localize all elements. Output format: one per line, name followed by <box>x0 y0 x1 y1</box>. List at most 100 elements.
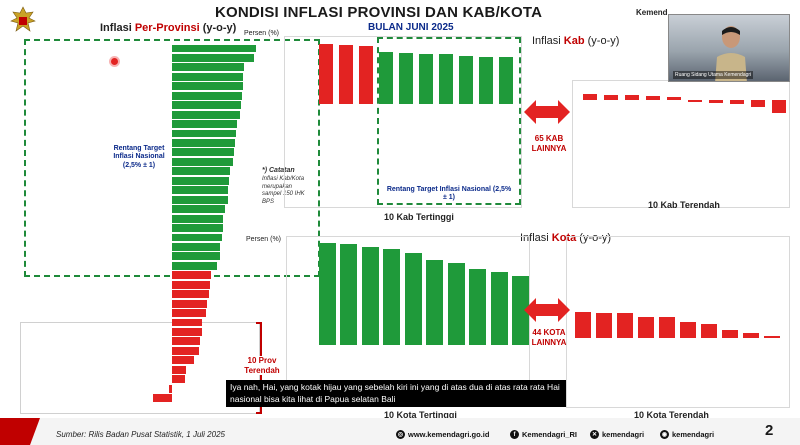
vertical-bar <box>479 56 493 104</box>
vertical-bar <box>447 263 465 345</box>
source-text: Sumber: Rilis Badan Pusat Statistik, 1 J… <box>56 430 225 439</box>
kota-title: Inflasi Kota (y-o-y) <box>520 232 612 244</box>
kab-top-label: 10 Kab Tertinggi <box>384 212 454 222</box>
vertical-bar <box>730 100 744 104</box>
prov-bar <box>169 384 172 393</box>
provinsi-low-label: 10 Prov Terendah <box>238 356 286 376</box>
prov-bar <box>172 233 222 242</box>
prov-bar <box>172 365 186 374</box>
globe-icon: ◎ <box>396 430 405 439</box>
page-number: 2 <box>765 422 774 439</box>
vertical-bar <box>361 247 379 345</box>
prov-bar <box>172 91 243 100</box>
vertical-bar <box>383 248 400 345</box>
garuda-logo <box>6 4 40 38</box>
vertical-bar <box>722 329 738 338</box>
vertical-bar <box>426 260 443 345</box>
prov-bar <box>172 129 236 138</box>
prov-bar <box>172 356 195 365</box>
instagram-icon: ◉ <box>660 430 669 439</box>
vertical-bar <box>512 276 529 345</box>
vertical-bar <box>751 100 765 107</box>
prov-bar <box>172 346 200 355</box>
prov-bar <box>172 176 229 185</box>
footer-social-instagram[interactable]: ◉ kemendagri <box>660 430 715 439</box>
prov-bar <box>172 309 206 318</box>
vertical-bar <box>667 96 681 100</box>
prov-bar <box>172 120 238 129</box>
vertical-bar <box>638 316 654 338</box>
vertical-bar <box>680 321 696 338</box>
kab-target-box <box>377 37 521 205</box>
vertical-bar <box>318 242 336 345</box>
provinsi-title: Inflasi Per-Provinsi (y-o-y) <box>100 22 237 34</box>
prov-bar <box>172 72 243 81</box>
vertical-bar <box>659 317 675 338</box>
prov-bar <box>172 101 242 110</box>
video-caption: Ruang Sidang Utama Kemendagri <box>673 71 754 79</box>
vertical-bar <box>469 269 486 345</box>
vertical-bar <box>701 323 717 338</box>
prov-bar <box>172 139 235 147</box>
vertical-bar <box>743 333 759 338</box>
vertical-bar <box>439 54 453 104</box>
prov-bar <box>172 157 234 166</box>
vertical-bar <box>688 100 702 102</box>
vertical-bar <box>340 243 357 345</box>
kab-middle-label: 65 KAB LAINNYA <box>531 134 567 153</box>
vertical-bar <box>596 312 612 338</box>
prov-bar <box>172 271 211 280</box>
vertical-bar <box>772 100 786 114</box>
vertical-bar <box>604 95 618 100</box>
prov-bar <box>172 44 256 53</box>
prov-bar <box>172 280 210 289</box>
vertical-bar <box>359 45 373 104</box>
vertical-bar <box>764 336 780 338</box>
vertical-bar <box>404 253 422 345</box>
vertical-bar <box>459 56 473 104</box>
kab-double-arrow-icon <box>524 96 570 133</box>
kota-unit-label: Persen (%) <box>246 236 282 243</box>
facebook-icon: f <box>510 430 519 439</box>
footer-social-twitter[interactable]: ✕ kemendagri <box>590 430 645 439</box>
live-subtitle: Iya nah, Hai, yang kotak hijau yang sebe… <box>226 380 566 407</box>
footer-website[interactable]: ◎ www.kemendagri.go.id <box>396 430 490 439</box>
footer-social-facebook[interactable]: f Kemendagri_RI <box>510 430 577 439</box>
vertical-bar <box>499 57 513 104</box>
prov-bar <box>172 290 209 299</box>
prov-bar <box>172 299 207 308</box>
prov-bar <box>172 261 218 270</box>
page-title: KONDISI INFLASI PROVINSI DAN KAB/KOTA <box>215 4 543 21</box>
kab-title-text: Inflasi Kab (y-o-y) <box>532 35 620 47</box>
prov-bar <box>172 53 255 62</box>
prov-bar <box>172 167 230 176</box>
vertical-bar <box>339 45 353 104</box>
vertical-bar <box>709 100 723 104</box>
kota-top-label: 10 Kota Tertinggi <box>384 410 457 420</box>
vertical-bar <box>575 312 591 338</box>
prov-bar <box>153 394 172 403</box>
vertical-bar <box>490 272 508 345</box>
kab-target-label: Rentang Target Inflasi Nasional (2,5% ± … <box>386 186 512 202</box>
video-call-overlay[interactable]: Ruang Sidang Utama Kemendagri <box>668 14 790 82</box>
vertical-bar <box>583 94 597 100</box>
kab-top-frame <box>284 36 522 208</box>
org-name: Kemend <box>636 8 668 17</box>
provinsi-note: *) Catatan Inflasi Kab/Kota merupakan sam… <box>262 167 305 206</box>
prov-bar <box>172 252 220 261</box>
prov-bar <box>172 375 185 384</box>
vertical-bar <box>319 44 333 104</box>
pointer-dot-icon <box>111 58 118 65</box>
kota-double-arrow-icon <box>524 294 570 331</box>
vertical-bar <box>625 95 639 100</box>
provinsi-unit-label: Persen (%) <box>244 30 280 37</box>
kota-low-frame <box>566 236 790 408</box>
prov-bar <box>172 242 221 251</box>
prov-bar <box>172 195 229 204</box>
speaker-avatar <box>715 26 747 81</box>
kota-middle-label: 44 KOTA LAINNYA <box>531 328 567 347</box>
prov-bar <box>172 63 244 72</box>
vertical-bar <box>617 313 633 338</box>
prov-bar <box>172 110 241 119</box>
vertical-bar <box>379 52 393 104</box>
